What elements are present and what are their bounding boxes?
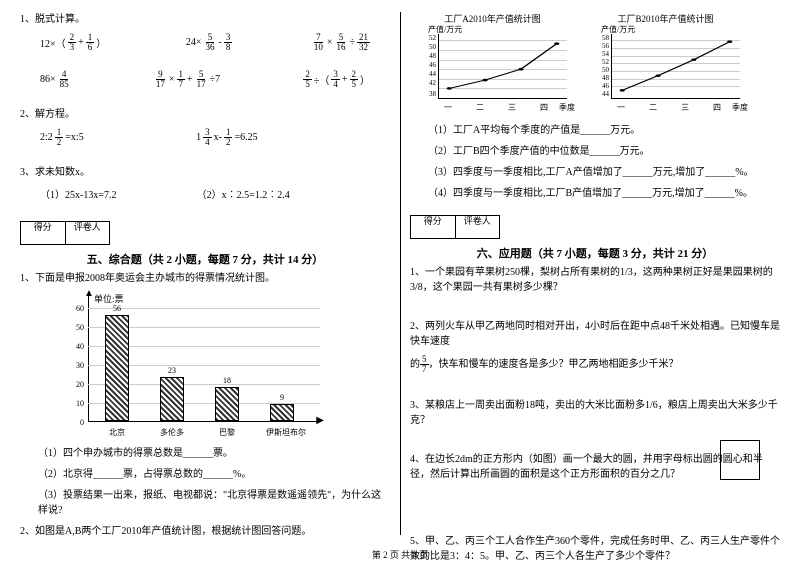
section-5-title: 五、综合题（共 2 小题，每题 7 分，共计 14 分） [20,251,390,267]
score-box: 得分 评卷人 [20,221,110,245]
r-q3: 3、某粮店上一周卖出面粉18吨，卖出的大米比面粉多1/6，粮店上周卖出大米多少千… [410,398,780,428]
q2-eqs: 2:212=x:5 134x-12=6.25 [20,128,390,147]
sub-c: （3）四季度与一季度相比,工厂A产值增加了______万元,增加了______%… [410,165,780,180]
bar-paris [215,387,239,421]
page-footer: 第 2 页 共 4 页 [0,548,800,561]
q1-sub-c: （3）投票结果一出来，报纸、电视都说："北京得票是数遥遥领先"，为什么这样说? [20,488,390,518]
r-q2: 2、两列火车从甲乙两地同时相对开出，4小时后在距中点48千米处相遇。已知慢车是快… [410,319,780,349]
q1-title: 1、脱式计算。 [20,12,390,27]
formula-row-2: 86×485 917×17+517÷7 25÷（34+25） [20,70,390,89]
sec5-q1: 1、下面是申报2008年奥运会主办城市的得票情况统计图。 [20,271,390,286]
q3-eqs: （1）25x-13x=7.2 （2）x︰2.5=1.2︰2.4 [20,186,390,201]
q1-sub-b: （2）北京得______票，占得票总数的______%。 [20,467,390,482]
right-column: 工厂A2010年产值统计图 产值/万元 52 50 48 46 44 42 38… [410,12,780,532]
q2b: 2、如图是A,B两个工厂2010年产值统计图，根据统计图回答问题。 [20,524,390,539]
square-box [720,440,760,480]
formula-row-1: 12×（23+16） 24×536-38 710×516÷2132 [20,33,390,52]
q1-sub-a: （1）四个申办城市的得票总数是______票。 [20,446,390,461]
line-chart-b: 工厂B2010年产值统计图 产值/万元 58 56 54 52 50 48 46… [583,12,748,117]
section-6-title: 六、应用题（共 7 小题，每题 3 分，共计 21 分） [410,245,780,261]
sub-a: （1）工厂A平均每个季度的产值是______万元。 [410,123,780,138]
q3-title: 3、求未知数x。 [20,165,390,180]
sub-d: （4）四季度与一季度相比,工厂B产值增加了______万元,增加了______%… [410,186,780,201]
r-q1: 1、一个果园有苹果树250棵，梨树占所有果树的1/3，这两种果树正好是果园果树的… [410,265,780,295]
bar-beijing [105,315,129,421]
score-box-r: 得分 评卷人 [410,215,500,239]
line-chart-a: 工厂A2010年产值统计图 产值/万元 52 50 48 46 44 42 38… [410,12,575,117]
bar-istanbul [270,404,294,421]
r-q2b: 的57，快车和慢车的速度各是多少？甲乙两地相距多少千米？ [410,355,780,374]
q2-title: 2、解方程。 [20,107,390,122]
line-charts: 工厂A2010年产值统计图 产值/万元 52 50 48 46 44 42 38… [410,12,780,117]
column-divider [400,12,401,535]
left-column: 1、脱式计算。 12×（23+16） 24×536-38 710×516÷213… [20,12,390,532]
r-q4: 4、在边长2dm的正方形内（如图）画一个最大的圆，并用字母标出圆的圆心和半径，然… [410,452,780,482]
bar-chart: 单位:票 ▲ ▶ 60 50 40 30 20 10 0 56 北京 23 多伦… [60,292,320,442]
bar-toronto [160,377,184,421]
sub-b: （2）工厂B四个季度产值的中位数是______万元。 [410,144,780,159]
